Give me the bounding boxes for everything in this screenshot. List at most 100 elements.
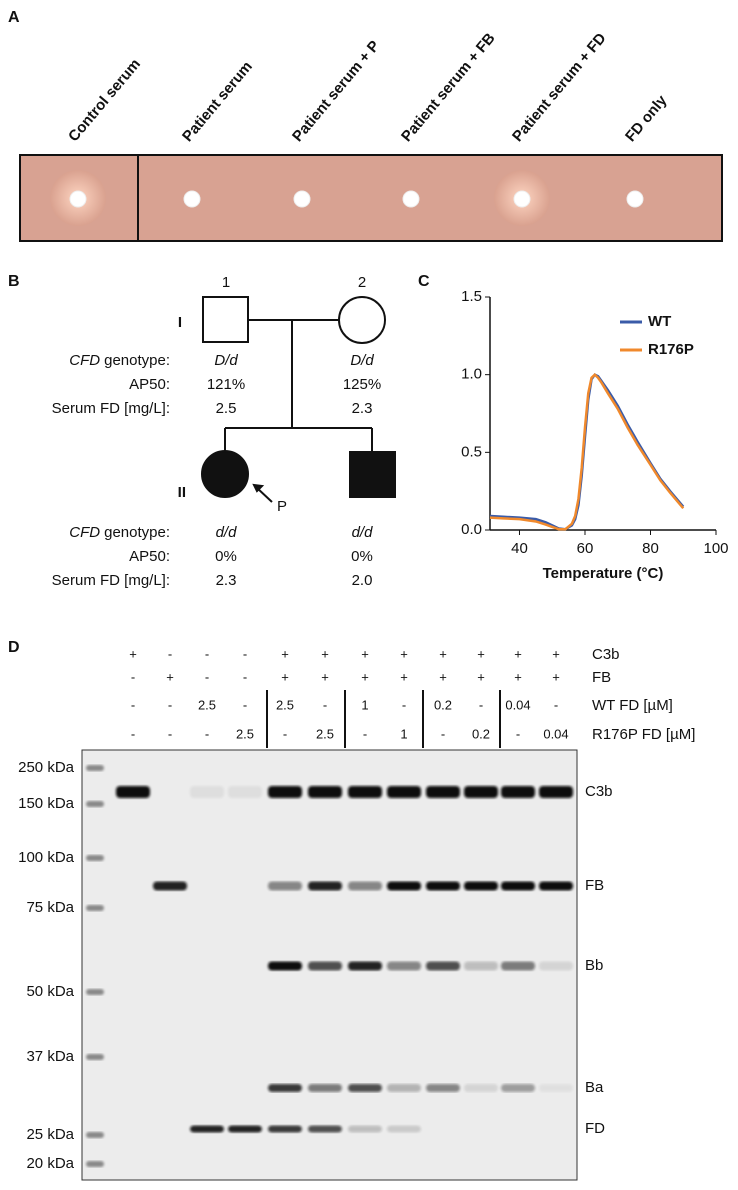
lane-condition: +: [439, 669, 447, 684]
lane-condition: +: [321, 646, 329, 661]
lane-condition: -: [205, 726, 209, 741]
gel-band: [348, 786, 382, 798]
sample-label: Patient serum: [179, 58, 256, 145]
lane-condition: -: [131, 726, 135, 741]
y-tick-label: 1.0: [461, 366, 482, 383]
condition-name: FB: [592, 669, 611, 686]
gel-band: [387, 1084, 421, 1092]
lane-condition: +: [477, 646, 485, 661]
condition-name: WT FD [µM]: [592, 697, 673, 714]
lane-condition: 2.5: [316, 726, 334, 741]
lane-condition: +: [361, 669, 369, 684]
lane-condition: 0.2: [434, 697, 452, 712]
gel-band: [539, 1084, 573, 1092]
lane-condition: +: [552, 646, 560, 661]
generation: I: [178, 314, 182, 331]
gel-band: [501, 961, 535, 971]
serum-fd: 2.3: [352, 400, 373, 417]
marker-label: 250 kDa: [18, 759, 75, 776]
row-label: CFD genotype:: [69, 524, 170, 541]
marker-label: 20 kDa: [26, 1155, 74, 1172]
gel-band: [308, 961, 342, 971]
condition-name: C3b: [592, 646, 620, 663]
gel-band: [348, 1125, 382, 1133]
panel-label: C: [418, 273, 430, 290]
condition-name: R176P FD [µM]: [592, 726, 695, 743]
ap50: 125%: [343, 376, 381, 393]
gel-band: [348, 961, 382, 971]
marker-band: [86, 989, 104, 995]
gel-band: [116, 786, 150, 798]
lane-condition: +: [514, 669, 522, 684]
row-label: AP50:: [129, 376, 170, 393]
lane-condition: 1: [400, 726, 407, 741]
band-label: Ba: [585, 1079, 604, 1096]
lane-condition: -: [205, 646, 209, 661]
gel-band: [501, 881, 535, 891]
individual-number: 2: [358, 274, 366, 291]
x-tick-label: 80: [642, 540, 659, 557]
well: [513, 190, 531, 208]
lane-condition: -: [441, 726, 445, 741]
lane-condition: 0.04: [505, 697, 530, 712]
gel-band: [426, 961, 460, 971]
gel-band: [387, 881, 421, 891]
individual-number: 1: [222, 274, 230, 291]
x-axis-title: Temperature (°C): [543, 565, 664, 582]
lane-group-dividers: [266, 690, 501, 748]
gel-band: [268, 1084, 302, 1092]
sample-label: Control serum: [65, 56, 144, 145]
row-label: Serum FD [mg/L]:: [52, 572, 170, 589]
gel-band: [426, 881, 460, 891]
sample-label: FD only: [622, 92, 671, 146]
gel-band: [387, 786, 421, 798]
gel-band: [501, 1084, 535, 1092]
line-series: [489, 372, 685, 531]
lane-condition: +: [400, 646, 408, 661]
lane-condition: +: [552, 669, 560, 684]
y-tick-label: 0.0: [461, 521, 482, 538]
genotype: d/d: [352, 524, 374, 541]
generation: II: [178, 484, 186, 501]
well: [293, 190, 311, 208]
lane-condition: +: [166, 669, 174, 684]
lane-condition: 0.04: [543, 726, 568, 741]
gel-band: [426, 786, 460, 798]
lane-condition: +: [321, 669, 329, 684]
gel-band: [153, 881, 187, 891]
gel-band: [387, 961, 421, 971]
lane-condition: 1: [361, 697, 368, 712]
ap50: 121%: [207, 376, 245, 393]
lane-condition: +: [281, 669, 289, 684]
pedigree: [201, 296, 396, 503]
marker-band: [86, 765, 104, 771]
gel-band: [268, 881, 302, 891]
gel-band: [464, 786, 498, 798]
lane-condition: +: [477, 669, 485, 684]
lane-condition: +: [439, 646, 447, 661]
serum-fd: 2.5: [216, 400, 237, 417]
y-tick-label: 1.5: [461, 288, 482, 305]
row-label: AP50:: [129, 548, 170, 565]
gel-band: [501, 786, 535, 798]
well: [402, 190, 420, 208]
gel-band: [464, 961, 498, 971]
gel-band: [387, 1125, 421, 1133]
lane-condition: +: [400, 669, 408, 684]
legend-label: R176P: [648, 341, 694, 358]
lane-condition: -: [243, 669, 247, 684]
marker-label: 75 kDa: [26, 899, 74, 916]
y-tick-label: 0.5: [461, 443, 482, 460]
lane-condition: +: [361, 646, 369, 661]
marker-label: 100 kDa: [18, 849, 75, 866]
marker-band: [86, 1054, 104, 1060]
row-label-text: genotype:: [104, 352, 170, 369]
marker-label: 150 kDa: [18, 795, 75, 812]
gel-band: [268, 961, 302, 971]
genotype: D/d: [214, 352, 238, 369]
marker-label: 37 kDa: [26, 1048, 74, 1065]
gel-band: [228, 1125, 262, 1133]
lane-condition: -: [323, 697, 327, 712]
genotype: d/d: [216, 524, 238, 541]
marker-band: [86, 1132, 104, 1138]
